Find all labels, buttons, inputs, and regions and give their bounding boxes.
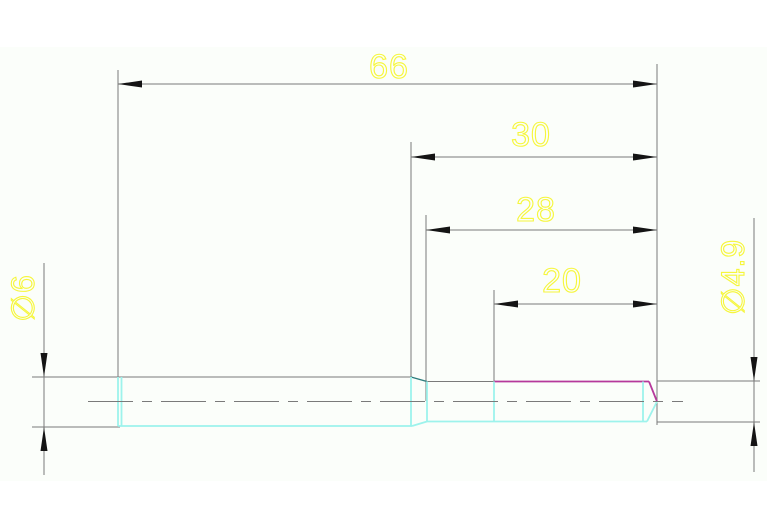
dim-text-20: 20: [542, 262, 582, 300]
drawing-canvas: [0, 47, 767, 481]
dim-arrow-up: [750, 422, 758, 446]
dim-arrow-right: [633, 153, 657, 161]
dim-arrow-left: [118, 80, 142, 88]
dim-text-dia6: ∅6: [5, 274, 41, 322]
part-tip-cone-bottom: [646, 401, 658, 422]
dim-small-section: 28: [425, 190, 657, 401]
part-tip-cone-top: [648, 381, 658, 402]
dim-arrow-left: [426, 226, 450, 234]
dim-arrow-right: [633, 300, 657, 308]
dim-arrow-down: [750, 357, 758, 381]
dim-overall-length: 66: [117, 47, 658, 425]
dim-step-to-tip: 30: [410, 115, 657, 377]
part-taper-top-edge: [410, 376, 428, 383]
dim-arrow-up: [40, 427, 48, 451]
dim-arrow-left: [411, 153, 435, 161]
dim-arrow-right: [633, 80, 657, 88]
dim-arrow-down: [40, 353, 48, 377]
dim-text-dia4-9: ∅4.9: [715, 239, 751, 315]
dim-large-diameter: ∅6: [4, 263, 120, 475]
dim-small-diameter: ∅4.9: [657, 218, 760, 472]
dim-text-30: 30: [511, 116, 551, 154]
dim-tip-section: 20: [493, 261, 657, 381]
dim-text-28: 28: [516, 191, 556, 229]
part-outline: [117, 376, 658, 427]
part-taper-bottom-edge: [411, 420, 428, 427]
dim-arrow-right: [633, 226, 657, 234]
dim-text-66: 66: [369, 48, 409, 86]
dim-arrow-left: [494, 300, 518, 308]
